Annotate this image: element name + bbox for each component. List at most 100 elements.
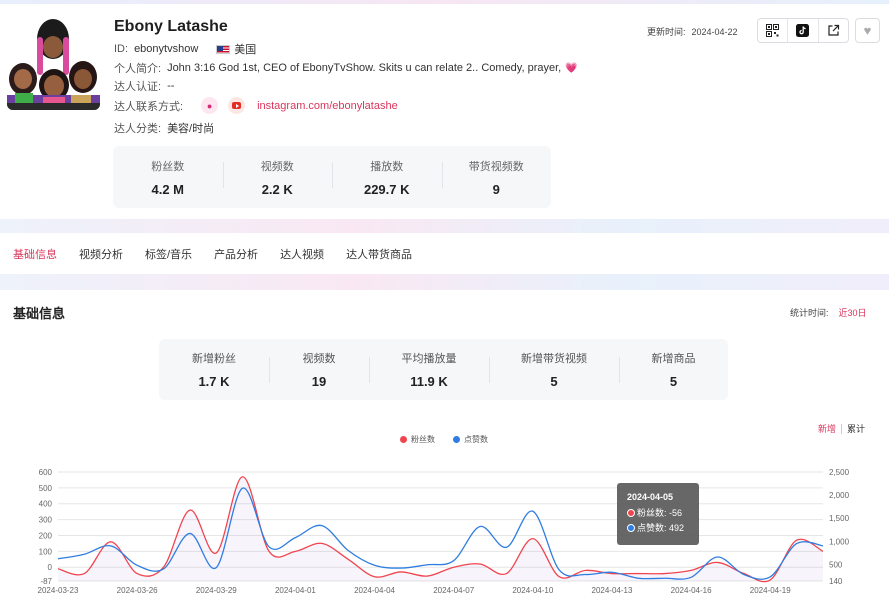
legend-label: 粉丝数 <box>411 435 435 444</box>
youtube-icon[interactable] <box>228 97 246 114</box>
contact-row: 达人联系方式: ● instagram.com/ebonylatashe <box>114 97 398 114</box>
top-gradient-band <box>0 0 889 4</box>
stat-time: 统计时间: 近30日 <box>790 306 867 319</box>
x-tick-label: 2024-04-19 <box>750 586 791 595</box>
update-time: 更新时间: 2024-04-22 <box>647 25 738 38</box>
toggle-new[interactable]: 新增 <box>818 424 837 434</box>
tab-bar: 基础信息 视频分析 标签/音乐 产品分析 达人视频 达人带货商品 <box>0 234 421 274</box>
stat-value: 4.2 M <box>151 181 184 197</box>
tooltip-fans-row: 粉丝数: -56 <box>627 506 699 519</box>
divider-band <box>0 274 889 290</box>
series-line-fans <box>57 476 824 583</box>
stat-value: 229.7 K <box>363 181 410 197</box>
contact-link[interactable]: instagram.com/ebonylatashe <box>257 99 398 112</box>
country: 美国 <box>234 44 257 56</box>
stat-label: 粉丝数 <box>151 160 185 173</box>
summary-value: 5 <box>550 374 558 389</box>
cert-label: 达人认证: <box>114 81 162 93</box>
stat-fans: 粉丝数 4.2 M <box>113 158 223 197</box>
tab-tags-music[interactable]: 标签/音乐 <box>145 249 193 261</box>
y-right-tick-label: 2,000 <box>829 491 850 500</box>
tab-creator-videos[interactable]: 达人视频 <box>280 249 325 261</box>
x-tick-label: 2024-04-07 <box>433 586 474 595</box>
y-left-tick-label: 300 <box>39 516 53 525</box>
tooltip-fans-label: 粉丝数: <box>637 508 667 518</box>
summary-label: 新增商品 <box>651 353 696 365</box>
stat-label: 带货视频数 <box>468 160 524 173</box>
summary-label: 新增带货视频 <box>521 353 587 365</box>
y-right-tick-label: 500 <box>829 560 843 569</box>
cert-row: 达人认证: -- <box>114 78 174 94</box>
mode-toggle: 新增 累计 <box>818 422 865 435</box>
x-tick-label: 2024-04-10 <box>512 586 553 595</box>
summary-new-fans: 新增粉丝 1.7 K <box>159 339 269 400</box>
summary-label: 新增粉丝 <box>192 353 236 365</box>
category-row: 达人分类: 美容/时尚 <box>114 120 214 136</box>
tab-video-analysis[interactable]: 视频分析 <box>79 249 123 261</box>
summary-divider <box>489 357 490 383</box>
legend-fans[interactable]: 粉丝数 <box>400 434 435 445</box>
bio-row: 个人简介: John 3:16 God 1st, CEO of EbonyTvS… <box>114 60 578 76</box>
chart-legend: 粉丝数 点赞数 <box>400 434 506 445</box>
contact-label: 达人联系方式: <box>114 100 184 113</box>
us-flag-icon <box>216 44 231 54</box>
qr-code-icon[interactable] <box>758 19 787 42</box>
tooltip-likes-value: 492 <box>669 522 685 533</box>
stat-videos: 视频数 2.2 K <box>222 158 333 197</box>
y-right-tick-label: 1,000 <box>829 537 850 546</box>
tiktok-icon[interactable] <box>787 19 817 42</box>
summary-divider <box>269 357 270 383</box>
series-line-likes <box>57 487 824 580</box>
summary-new-commerce-videos: 新增带货视频 5 <box>489 339 619 400</box>
x-tick-label: 2024-03-23 <box>38 586 79 595</box>
y-left-tick-label: -87 <box>40 577 52 586</box>
stat-value: 9 <box>492 181 500 197</box>
summary-divider <box>619 357 620 383</box>
x-tick-label: 2024-04-04 <box>354 586 395 595</box>
x-tick-label: 2024-03-29 <box>196 586 237 595</box>
x-tick-label: 2024-04-01 <box>275 586 316 595</box>
id-row: ID: ebonytvshow 美国 <box>114 41 256 57</box>
series-area-fans <box>58 476 823 582</box>
tab-creator-products[interactable]: 达人带货商品 <box>346 249 413 261</box>
stat-value: 2.2 K <box>261 181 293 197</box>
summary-value: 19 <box>311 374 327 389</box>
stat-plays: 播放数 229.7 K <box>332 158 442 197</box>
summary-label: 平均播放量 <box>401 353 457 365</box>
bio-label: 个人简介: <box>114 63 162 75</box>
legend-dot-fans <box>400 436 407 443</box>
bio-text: John 3:16 God 1st, CEO of EbonyTvShow. S… <box>167 62 562 74</box>
stat-commerce-videos: 带货视频数 9 <box>441 158 552 197</box>
profile-stats-card: 粉丝数 4.2 M 视频数 2.2 K 播放数 229.7 K 带货视频数 9 <box>113 146 551 208</box>
update-date: 2024-04-22 <box>691 27 738 37</box>
y-right-tick-label: 1,500 <box>829 514 850 523</box>
y-left-tick-label: 200 <box>39 531 53 540</box>
heart-icon: 💗 <box>565 62 578 74</box>
stat-time-range[interactable]: 近30日 <box>838 308 867 318</box>
y-left-tick-label: 0 <box>48 563 53 572</box>
external-link-icon[interactable] <box>817 19 848 42</box>
summary-value: 11.9 K <box>410 374 448 389</box>
favorite-heart-icon[interactable]: ♥ <box>855 18 880 43</box>
toggle-separator <box>841 423 843 434</box>
legend-likes[interactable]: 点赞数 <box>453 434 488 445</box>
stat-time-label: 统计时间: <box>790 308 829 318</box>
y-right-tick-label: 2,500 <box>829 468 850 477</box>
summary-label: 视频数 <box>302 353 336 365</box>
stat-label: 播放数 <box>370 160 404 173</box>
tab-product-analysis[interactable]: 产品分析 <box>214 249 259 261</box>
instagram-icon[interactable]: ● <box>201 97 219 114</box>
summary-value: 5 <box>669 374 678 389</box>
x-tick-label: 2024-03-26 <box>117 586 158 595</box>
tab-basic-info[interactable]: 基础信息 <box>13 249 57 261</box>
summary-videos: 视频数 19 <box>269 339 369 400</box>
trend-chart[interactable]: 600 500 400 300 200 100 0 -87 2,500 2,000 1,500 1,… <box>0 455 889 602</box>
id-label: ID: <box>114 43 129 55</box>
section-title: 基础信息 <box>13 306 66 321</box>
toggle-cumulative[interactable]: 累计 <box>847 424 866 434</box>
update-label: 更新时间: <box>647 27 686 37</box>
category-label: 达人分类: <box>114 123 162 135</box>
summary-card: 新增粉丝 1.7 K 视频数 19 平均播放量 11.9 K 新增带货视频 5 … <box>159 339 728 400</box>
action-icon-group <box>757 18 849 43</box>
y-left-tick-label: 500 <box>39 484 53 493</box>
